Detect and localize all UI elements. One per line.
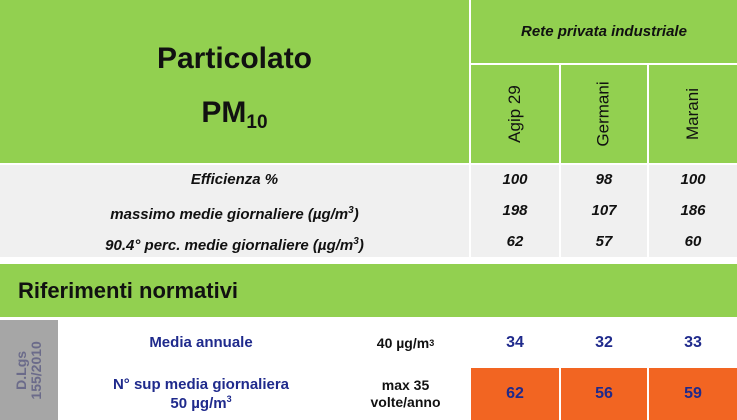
ref-limit-media-annuale: 40 µg/m 3 xyxy=(342,320,469,366)
exceed-value: 59 xyxy=(649,368,737,420)
stat-value: 100 xyxy=(502,171,528,188)
stat-value: 100 xyxy=(680,171,706,188)
ref-value: 33 xyxy=(649,320,737,366)
stats-col-1: 100 198 62 xyxy=(471,165,559,257)
stats-col-2: 98 107 57 xyxy=(561,165,647,257)
ref-value: 32 xyxy=(561,320,647,366)
riferimenti-header: Riferimenti normativi xyxy=(0,264,737,317)
title-block: Particolato PM10 xyxy=(0,0,469,163)
exceed-value: 62 xyxy=(471,368,559,420)
exceed-value: 56 xyxy=(561,368,647,420)
stat-value: 62 xyxy=(506,233,524,250)
stat-value: 107 xyxy=(591,202,617,219)
stat-value: 198 xyxy=(502,202,528,219)
stat-value: 98 xyxy=(595,171,613,188)
pm-label: PM xyxy=(201,95,247,129)
pm-subscript: 10 xyxy=(246,111,268,133)
stat-value: 186 xyxy=(680,202,706,219)
station-header-2: Germani xyxy=(561,65,647,163)
stats-col-3: 100 186 60 xyxy=(649,165,737,257)
stat-value: 60 xyxy=(684,233,702,250)
law-label: D.Lgs 155/2010 xyxy=(0,320,58,420)
stat-value: 57 xyxy=(595,233,613,250)
ref-value: 34 xyxy=(471,320,559,366)
station-label: Agip 29 xyxy=(504,85,524,143)
page-subtitle: PM10 xyxy=(201,95,268,133)
station-header-1: Agip 29 xyxy=(471,65,559,163)
ref-limit-superamenti: max 35 volte/anno xyxy=(342,368,469,420)
stats-label-block: Efficienza % massimo medie giornaliere (… xyxy=(0,165,469,257)
station-label: Germani xyxy=(594,81,613,147)
station-header-3: Marani xyxy=(649,65,737,163)
ref-label-media-annuale: Media annuale xyxy=(60,320,342,366)
rete-header: Rete privata industriale xyxy=(471,0,737,63)
law-text: D.Lgs 155/2010 xyxy=(12,340,44,400)
stat-label-massimo: massimo medie giornaliere (µg/m3) xyxy=(110,205,359,223)
station-label: Marani xyxy=(683,88,702,140)
page-title: Particolato xyxy=(156,41,313,75)
ref-label-superamenti: N° sup media giornaliera 50 µg/m3 xyxy=(60,368,342,420)
stat-label-efficienza: Efficienza % xyxy=(190,171,279,188)
stat-label-percentile: 90.4° perc. medie giornaliere (µg/m3) xyxy=(105,236,364,254)
